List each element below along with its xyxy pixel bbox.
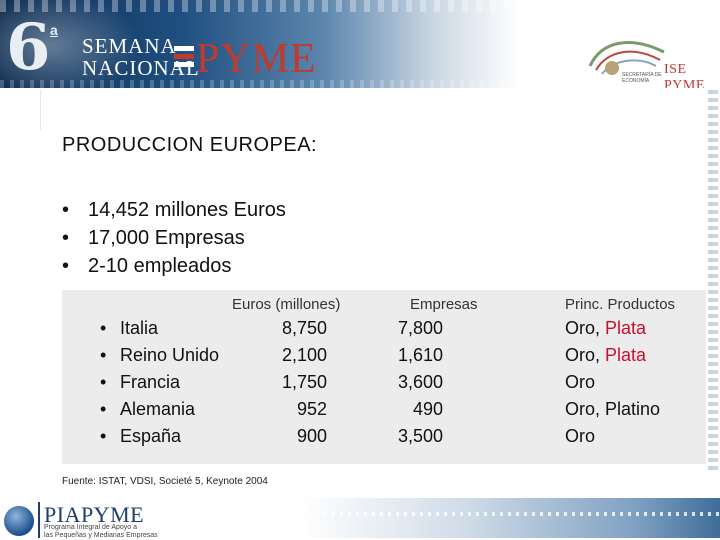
product-secondary: Plata bbox=[605, 345, 647, 365]
bullet-item: • 2-10 empleados bbox=[62, 252, 286, 280]
row-bullet-icon: • bbox=[100, 318, 107, 338]
pyme-logo-icon bbox=[174, 46, 194, 67]
row-bullet-icon: • bbox=[100, 399, 107, 419]
productos-cell: Oro, Plata bbox=[565, 345, 646, 366]
row-bullet-icon: • bbox=[100, 372, 107, 392]
bullet-item: • 17,000 Empresas bbox=[62, 224, 286, 252]
product-primary: Oro, bbox=[565, 318, 601, 338]
footer-brand: PIAPYME bbox=[44, 502, 145, 527]
bullet-icon: • bbox=[62, 255, 70, 277]
secretaria-label: SECRETARÍA DE ECONOMÍA bbox=[622, 72, 662, 84]
empresas-cell: 7,800 bbox=[397, 318, 443, 338]
country-table bbox=[62, 290, 706, 464]
table-row: • Italia 8,750 7,800 Oro, Plata bbox=[0, 318, 720, 344]
bullet-text: 2-10 empleados bbox=[88, 255, 232, 277]
bullet-text: 14,452 millones Euros bbox=[88, 199, 286, 221]
right-decorative-border bbox=[708, 90, 718, 470]
productos-cell: Oro, Platino bbox=[565, 399, 660, 420]
bullet-icon: • bbox=[62, 227, 70, 249]
footer-subtitle-line-1: Programa Integral de Apoyo a bbox=[44, 524, 138, 531]
country-cell: Reino Unido bbox=[120, 345, 220, 365]
table-row: • Alemania 952 490 Oro, Platino bbox=[0, 399, 720, 425]
euros-cell: 8,750 bbox=[281, 318, 327, 338]
product-primary: Oro, Platino bbox=[565, 399, 661, 419]
header-euros: Euros (millones) bbox=[232, 296, 341, 313]
mexico-seal-icon bbox=[588, 41, 665, 75]
event-line-2: NACIONAL bbox=[82, 56, 200, 80]
slide-title: PRODUCCION EUROPEA: bbox=[62, 134, 318, 156]
country-cell: Alemania bbox=[120, 399, 196, 419]
euros-cell: 900 bbox=[296, 426, 327, 446]
table-row: • Francia 1,750 3,600 Oro bbox=[0, 372, 720, 398]
product-primary: Oro bbox=[565, 372, 596, 392]
productos-cell: Oro bbox=[565, 426, 595, 447]
edition-number: 6 bbox=[6, 10, 51, 85]
banner-stripes bbox=[0, 0, 720, 12]
country-cell: España bbox=[120, 426, 182, 446]
header-empresas: Empresas bbox=[410, 296, 478, 313]
globe-icon bbox=[4, 506, 34, 536]
edition-suffix: a bbox=[50, 22, 58, 38]
bullet-text: 17,000 Empresas bbox=[88, 227, 245, 249]
bullet-item: • 14,452 millones Euros bbox=[62, 196, 286, 224]
empresas-cell: 3,500 bbox=[397, 426, 443, 446]
summary-bullets: • 14,452 millones Euros • 17,000 Empresas … bbox=[62, 196, 286, 280]
event-brand: PYME bbox=[196, 36, 317, 82]
product-primary: Oro, bbox=[565, 345, 601, 365]
empresas-cell: 490 bbox=[412, 399, 443, 419]
footer bbox=[0, 496, 720, 540]
product-primary: Oro bbox=[565, 426, 596, 446]
banner-stripes-bottom bbox=[0, 80, 720, 88]
isi-logo: ISE PYME bbox=[664, 62, 705, 88]
product-secondary: Plata bbox=[605, 318, 647, 338]
empresas-cell: 1,610 bbox=[397, 345, 443, 365]
productos-cell: Oro bbox=[565, 372, 595, 393]
source-note: Fuente: ISTAT, VDSI, Societé 5, Keynote … bbox=[62, 476, 268, 487]
bullet-icon: • bbox=[62, 199, 70, 221]
decorative-line bbox=[40, 90, 41, 130]
euros-cell: 952 bbox=[296, 399, 327, 419]
event-line-1: SEMANA bbox=[82, 34, 177, 58]
header-productos: Princ. Productos bbox=[565, 296, 676, 313]
country-cell: Francia bbox=[120, 372, 181, 392]
footer-subtitle: Programa Integral de Apoyo a las Pequeña… bbox=[44, 524, 158, 540]
banner-glow bbox=[0, 0, 140, 88]
footer-band bbox=[300, 498, 720, 538]
euros-cell: 2,100 bbox=[281, 345, 327, 365]
footer-ticks bbox=[300, 512, 720, 516]
productos-cell: Oro, Plata bbox=[565, 318, 646, 339]
country-cell: Italia bbox=[120, 318, 159, 338]
table-row: • España 900 3,500 Oro bbox=[0, 426, 720, 452]
header-banner: 6 a SEMANA NACIONAL PYME SECRETARÍA DE E… bbox=[0, 0, 720, 88]
euros-cell: 1,750 bbox=[281, 372, 327, 392]
footer-subtitle-line-2: las Pequeñas y Medianas Empresas bbox=[44, 532, 158, 539]
row-bullet-icon: • bbox=[100, 426, 107, 446]
empresas-cell: 3,600 bbox=[397, 372, 443, 392]
event-name: SEMANA NACIONAL bbox=[82, 34, 200, 80]
table-row: • Reino Unido 2,100 1,610 Oro, Plata bbox=[0, 345, 720, 371]
row-bullet-icon: • bbox=[100, 345, 107, 365]
footer-divider bbox=[38, 502, 40, 538]
